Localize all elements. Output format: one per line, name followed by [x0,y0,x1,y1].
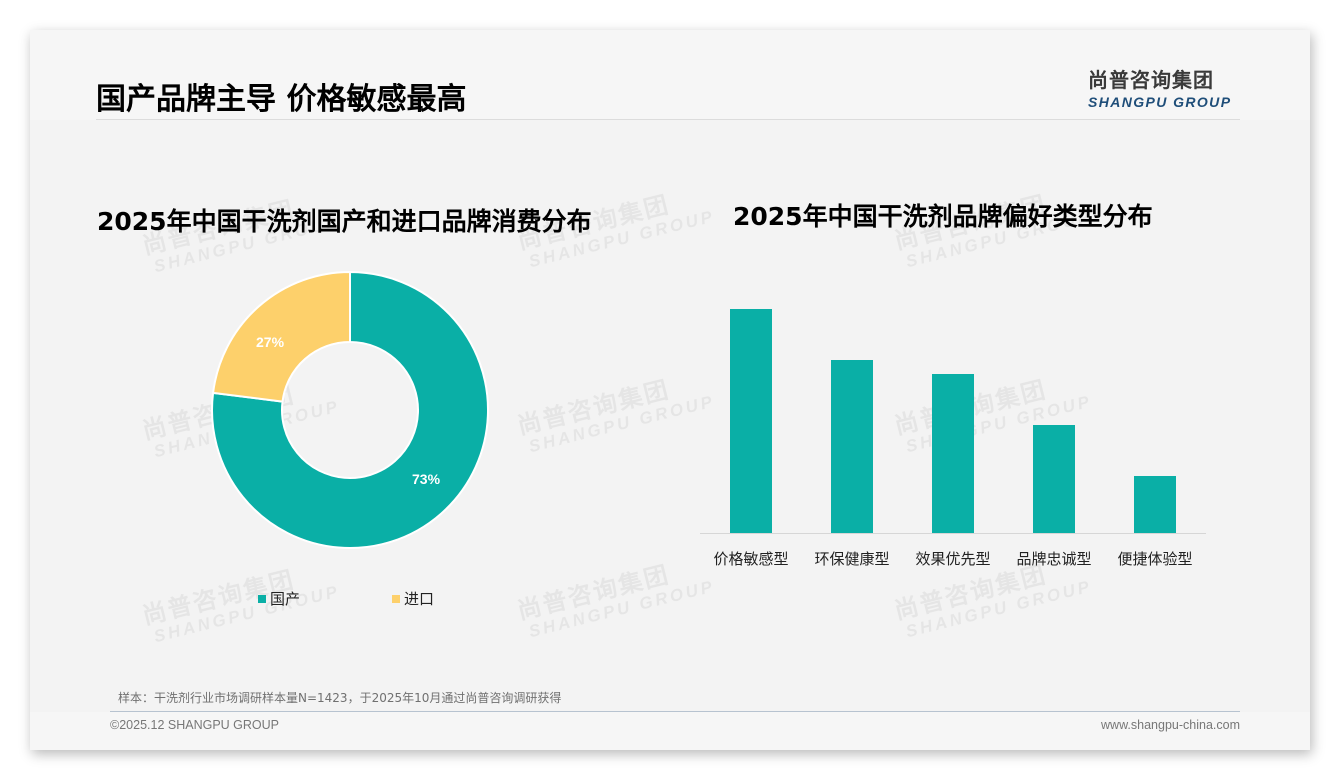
legend-label: 进口 [404,590,435,608]
donut-label-import: 27% [256,334,285,350]
header-band [30,30,1310,120]
company-logo: 尚普咨询集团 SHANGPU GROUP [1088,64,1240,110]
x-axis-label: 便捷体验型 [1117,550,1193,568]
sample-note: 样本：干洗剂行业市场调研样本量N=1423，于2025年10月通过尚普咨询调研获… [118,691,562,705]
header-divider [96,119,1240,120]
bar-effect-first [932,374,974,533]
x-axis-label: 价格敏感型 [713,550,789,568]
x-axis-label: 品牌忠诚型 [1016,550,1092,568]
copyright: ©2025.12 SHANGPU GROUP [110,718,279,732]
website-link[interactable]: www.shangpu-china.com [1101,718,1240,732]
page-title: 国产品牌主导 价格敏感最高 [96,82,467,117]
donut-slice-domestic [211,270,489,549]
donut-chart-title: 2025年中国干洗剂国产和进口品牌消费分布 [97,207,592,236]
x-axis-line [700,533,1206,534]
footer-divider [110,711,1240,712]
donut-slice-import [211,270,351,403]
logo-cn-text: 尚普咨询集团 [1088,68,1214,92]
bar-chart: 31% 24% 22% 15% 8% 价格敏感型 环保健康型 效果优先型 品牌忠… [700,280,1206,610]
legend-swatch-yellow [392,594,400,603]
bar-eco-health [831,360,873,533]
x-axis-label: 效果优先型 [915,550,991,568]
x-axis-label: 环保健康型 [814,550,890,568]
legend-item-domestic: 国产 [258,588,300,609]
bar-convenience [1134,476,1176,533]
donut-label-domestic: 73% [412,471,441,487]
bar-chart-title: 2025年中国干洗剂品牌偏好类型分布 [733,202,1153,231]
legend-label: 国产 [270,590,301,608]
legend-item-import: 进口 [392,588,434,609]
donut-chart [211,270,489,549]
bar-brand-loyal [1033,425,1075,533]
slide: 尚普咨询集团 SHANGPU GROUP 尚普咨询集团 SHANGPU GROUP … [30,30,1310,750]
bar-price-sensitive [730,309,772,533]
logo-en-text: SHANGPU GROUP [1088,94,1232,110]
legend-swatch-teal [258,594,266,603]
footer-band [30,712,1310,750]
